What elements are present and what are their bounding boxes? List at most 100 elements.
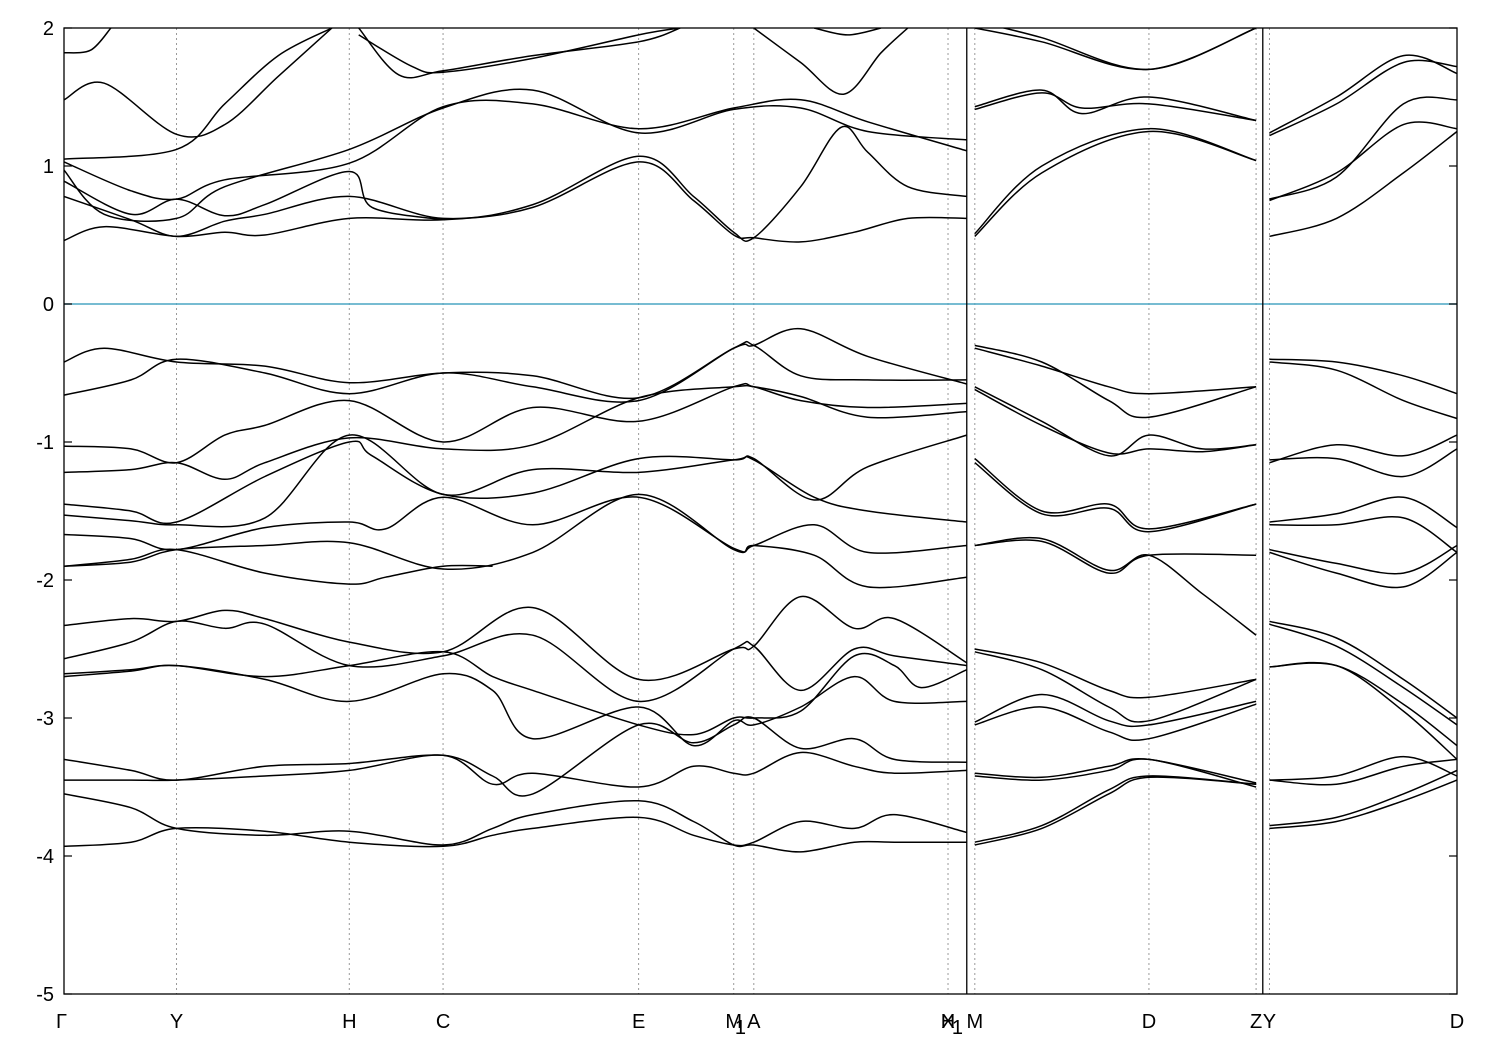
band-line-12 <box>974 127 1257 235</box>
band-line-33 <box>64 620 967 703</box>
kpoint-label-subscript: 1 <box>735 1017 746 1039</box>
band-line-45 <box>974 462 1257 533</box>
band-line-18 <box>1269 130 1457 238</box>
band-line-54 <box>974 776 1257 846</box>
band-line-22 <box>1269 59 1457 137</box>
band-line-67 <box>1269 661 1457 760</box>
band-line-53 <box>974 758 1257 788</box>
band-line-43 <box>974 388 1257 455</box>
band-line-1 <box>64 125 967 242</box>
kpoint-label: H <box>941 1011 955 1033</box>
y-tick-label: 2 <box>43 18 54 40</box>
band-line-5 <box>64 28 333 138</box>
band-line-34 <box>64 650 968 736</box>
band-line-28 <box>64 434 967 528</box>
band-line-57 <box>1269 361 1457 420</box>
band-line-6 <box>64 28 333 160</box>
band-line-38 <box>64 793 967 853</box>
band-line-58 <box>1269 434 1457 464</box>
band-line-10 <box>753 28 909 95</box>
y-tick-label: -1 <box>36 432 54 454</box>
band-line-30 <box>64 493 967 589</box>
segment-break-lines <box>966 28 1264 994</box>
band-line-14 <box>974 89 1257 122</box>
kpoint-label: Y <box>170 1011 183 1033</box>
band-line-69 <box>1269 755 1457 781</box>
kpoint-label-subscript: 1 <box>952 1017 963 1039</box>
y-tick-label: -4 <box>36 846 54 868</box>
band-line-7 <box>64 28 112 54</box>
band-line-71 <box>1269 779 1457 830</box>
kpoint-grid-lines <box>176 28 1270 994</box>
band-line-55 <box>974 775 1257 843</box>
band-lines <box>64 28 1457 853</box>
band-line-49 <box>974 651 1257 723</box>
band-line-19 <box>1269 121 1457 202</box>
band-line-27 <box>64 434 968 525</box>
x-axis-kpoint-labels: Γ Y H C E M1 A XH1 M D Z Y D <box>56 1011 1464 1039</box>
band-line-0 <box>64 161 967 243</box>
y-tick-label: -5 <box>36 984 54 1006</box>
band-line-50 <box>974 693 1257 728</box>
kpoint-label: C <box>436 1011 450 1033</box>
band-line-47 <box>974 539 1257 574</box>
band-line-13 <box>974 130 1257 237</box>
plot-frame <box>63 27 1458 995</box>
band-line-48 <box>974 648 1257 699</box>
band-line-25 <box>64 382 967 464</box>
y-tick-label: 1 <box>43 156 54 178</box>
band-line-60 <box>1269 496 1457 529</box>
y-tick-label: -3 <box>36 708 54 730</box>
y-tick-label: 0 <box>43 294 54 316</box>
kpoint-label: D <box>1142 1011 1156 1033</box>
band-line-21 <box>1269 54 1457 134</box>
band-line-36 <box>64 716 967 797</box>
band-line-2 <box>64 170 444 221</box>
band-line-46 <box>974 536 1257 636</box>
band-line-4 <box>64 88 967 222</box>
band-line-32 <box>64 595 968 682</box>
kpoint-label: A <box>747 1011 761 1033</box>
band-line-59 <box>1269 448 1457 478</box>
band-line-17 <box>974 28 1257 71</box>
band-line-29 <box>64 496 967 554</box>
y-tick-label: -2 <box>36 570 54 592</box>
band-line-51 <box>974 703 1257 742</box>
band-line-26 <box>64 384 967 481</box>
kpoint-label: H <box>342 1011 356 1033</box>
band-line-20 <box>1269 96 1457 200</box>
y-axis-ticks: -5 -4 -3 -2 -1 0 1 2 <box>36 18 1457 1006</box>
band-line-31 <box>64 548 493 585</box>
band-line-63 <box>1269 551 1457 589</box>
band-line-64 <box>1269 620 1457 719</box>
band-line-65 <box>1269 623 1457 726</box>
band-line-35 <box>64 664 967 747</box>
band-line-24 <box>64 340 967 403</box>
band-line-70 <box>1269 769 1457 827</box>
kpoint-label: Z <box>1250 1011 1262 1033</box>
band-line-37 <box>64 751 967 788</box>
band-line-3 <box>64 98 968 201</box>
kpoint-label: X <box>941 1011 954 1033</box>
kpoint-label: E <box>632 1011 645 1033</box>
band-line-15 <box>974 92 1257 122</box>
band-line-52 <box>974 758 1257 784</box>
band-line-42 <box>974 386 1257 457</box>
kpoint-label: M <box>966 1011 983 1033</box>
band-line-11 <box>813 28 882 36</box>
band-line-40 <box>974 344 1257 419</box>
band-line-41 <box>974 347 1257 395</box>
band-line-44 <box>974 458 1257 530</box>
band-line-39 <box>64 813 967 848</box>
band-line-68 <box>1269 758 1457 786</box>
kpoint-label: Y <box>1263 1011 1276 1033</box>
kpoint-label: M <box>725 1011 742 1033</box>
band-line-61 <box>1269 516 1457 554</box>
kpoint-label: Γ <box>56 1011 67 1033</box>
band-line-8 <box>358 28 681 79</box>
band-line-62 <box>1269 544 1457 575</box>
band-line-56 <box>1269 358 1457 395</box>
kpoint-label: D <box>1450 1011 1464 1033</box>
band-line-23 <box>64 328 968 400</box>
